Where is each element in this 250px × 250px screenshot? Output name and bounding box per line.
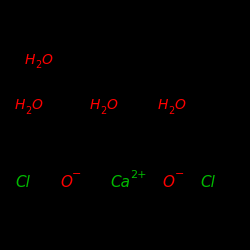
Text: H: H — [25, 53, 35, 67]
Text: −: − — [174, 170, 184, 179]
Text: H: H — [90, 98, 101, 112]
Text: O: O — [42, 53, 52, 67]
Text: O: O — [32, 98, 42, 112]
Text: O: O — [162, 175, 174, 190]
Text: O: O — [174, 98, 185, 112]
Text: Ca: Ca — [110, 175, 130, 190]
Text: −: − — [72, 170, 82, 179]
Text: H: H — [158, 98, 168, 112]
Text: 2+: 2+ — [130, 170, 146, 179]
Text: Cl: Cl — [200, 175, 215, 190]
Text: 2: 2 — [26, 106, 32, 116]
Text: 2: 2 — [100, 106, 106, 116]
Text: O: O — [60, 175, 72, 190]
Text: 2: 2 — [168, 106, 174, 116]
Text: Cl: Cl — [15, 175, 30, 190]
Text: O: O — [106, 98, 118, 112]
Text: H: H — [15, 98, 26, 112]
Text: 2: 2 — [36, 60, 42, 70]
